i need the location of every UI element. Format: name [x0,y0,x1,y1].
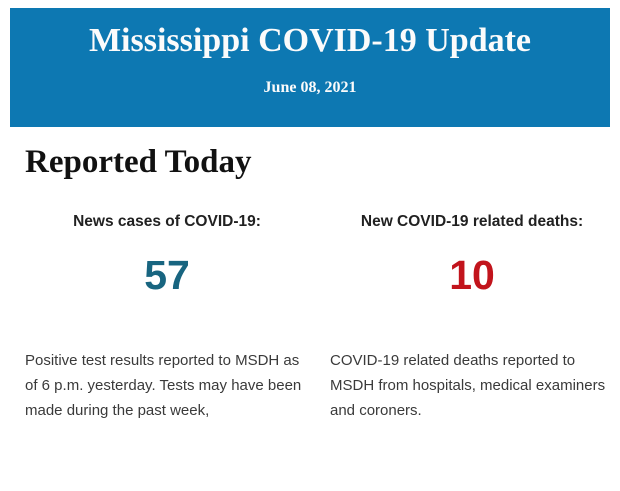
stats-row: News cases of COVID-19: 57 Positive test… [25,212,620,423]
stat-related-deaths: New COVID-19 related deaths: 10 COVID-19… [330,212,614,423]
stat-label-new-cases: News cases of COVID-19: [73,213,261,230]
section-heading: Reported Today [25,144,252,180]
stat-label-related-deaths: New COVID-19 related deaths: [360,213,584,230]
stat-value-new-cases: 57 [144,252,190,298]
stat-description-related-deaths: COVID-19 related deaths reported to MSDH… [330,352,606,419]
stat-value-related-deaths: 10 [449,252,495,298]
page-title: Mississippi COVID-19 Update [88,22,532,59]
content-area: Reported Today News cases of COVID-19: 5… [0,143,620,423]
stat-description-new-cases: Positive test results reported to MSDH a… [25,352,302,419]
report-date: June 08, 2021 [263,79,357,96]
stat-new-cases: News cases of COVID-19: 57 Positive test… [25,212,309,423]
header-banner: Mississippi COVID-19 Update June 08, 202… [10,8,610,127]
